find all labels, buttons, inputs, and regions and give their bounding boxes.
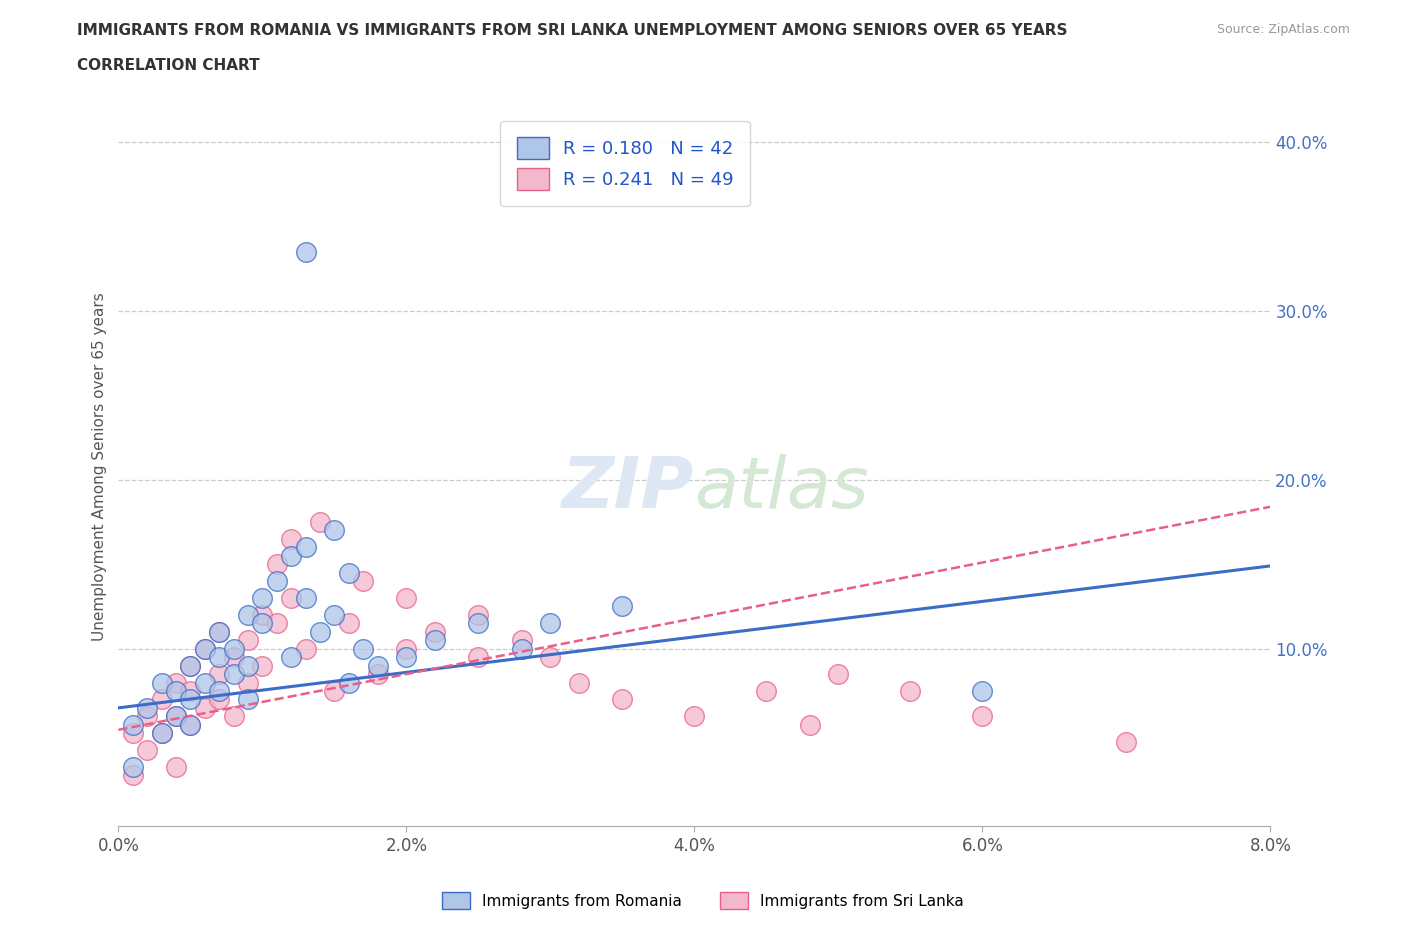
Point [136,709,159,724]
Point [280,531,302,546]
Y-axis label: Unemployment Among Seniors over 65 years: Unemployment Among Seniors over 65 years [93,293,107,642]
Point [194,700,217,715]
Point [179,658,201,673]
Point [165,684,187,698]
Point [194,675,217,690]
Point [236,675,259,690]
Point [266,574,288,589]
Point [612,599,634,614]
Point [121,760,143,775]
Point [222,709,245,724]
Point [395,650,418,665]
Point [222,642,245,657]
Point [568,675,591,690]
Point [208,692,231,707]
Point [236,658,259,673]
Point [755,684,778,698]
Point [179,658,201,673]
Point [467,616,489,631]
Point [337,616,360,631]
Point [538,650,561,665]
Text: Source: ZipAtlas.com: Source: ZipAtlas.com [1216,23,1350,36]
Point [150,725,173,740]
Point [309,514,332,529]
Point [309,624,332,639]
Point [612,692,634,707]
Point [395,591,418,605]
Point [150,675,173,690]
Point [165,760,187,775]
Point [179,692,201,707]
Point [236,632,259,647]
Point [150,725,173,740]
Point [136,700,159,715]
Point [395,642,418,657]
Point [179,684,201,698]
Point [266,557,288,572]
Point [323,607,346,622]
Point [538,616,561,631]
Text: ZIP: ZIP [562,454,695,523]
Point [425,632,447,647]
Legend: Immigrants from Romania, Immigrants from Sri Lanka: Immigrants from Romania, Immigrants from… [436,886,970,915]
Point [165,675,187,690]
Point [972,684,994,698]
Point [323,684,346,698]
Text: IMMIGRANTS FROM ROMANIA VS IMMIGRANTS FROM SRI LANKA UNEMPLOYMENT AMONG SENIORS : IMMIGRANTS FROM ROMANIA VS IMMIGRANTS FR… [77,23,1067,38]
Point [252,591,274,605]
Point [467,650,489,665]
Point [236,607,259,622]
Point [323,523,346,538]
Point [121,717,143,732]
Point [972,709,994,724]
Point [367,667,389,682]
Point [252,607,274,622]
Point [294,245,316,259]
Point [510,642,533,657]
Point [294,642,316,657]
Text: CORRELATION CHART: CORRELATION CHART [77,58,260,73]
Text: atlas: atlas [695,454,869,523]
Point [121,725,143,740]
Point [352,574,374,589]
Point [900,684,922,698]
Point [280,549,302,564]
Point [280,650,302,665]
Point [425,624,447,639]
Point [1115,734,1137,749]
Point [208,684,231,698]
Point [165,709,187,724]
Point [150,692,173,707]
Point [236,692,259,707]
Point [280,591,302,605]
Point [121,768,143,783]
Point [510,632,533,647]
Point [222,667,245,682]
Point [799,717,821,732]
Point [252,616,274,631]
Point [827,667,849,682]
Point [467,607,489,622]
Point [252,658,274,673]
Point [136,743,159,758]
Point [179,717,201,732]
Point [352,642,374,657]
Point [266,616,288,631]
Legend: R = 0.180   N = 42, R = 0.241   N = 49: R = 0.180 N = 42, R = 0.241 N = 49 [501,121,751,206]
Point [294,591,316,605]
Point [208,624,231,639]
Point [208,650,231,665]
Point [337,565,360,580]
Point [194,642,217,657]
Point [179,717,201,732]
Point [337,675,360,690]
Point [194,642,217,657]
Point [208,624,231,639]
Point [165,709,187,724]
Point [683,709,706,724]
Point [208,667,231,682]
Point [294,540,316,555]
Point [367,658,389,673]
Point [222,650,245,665]
